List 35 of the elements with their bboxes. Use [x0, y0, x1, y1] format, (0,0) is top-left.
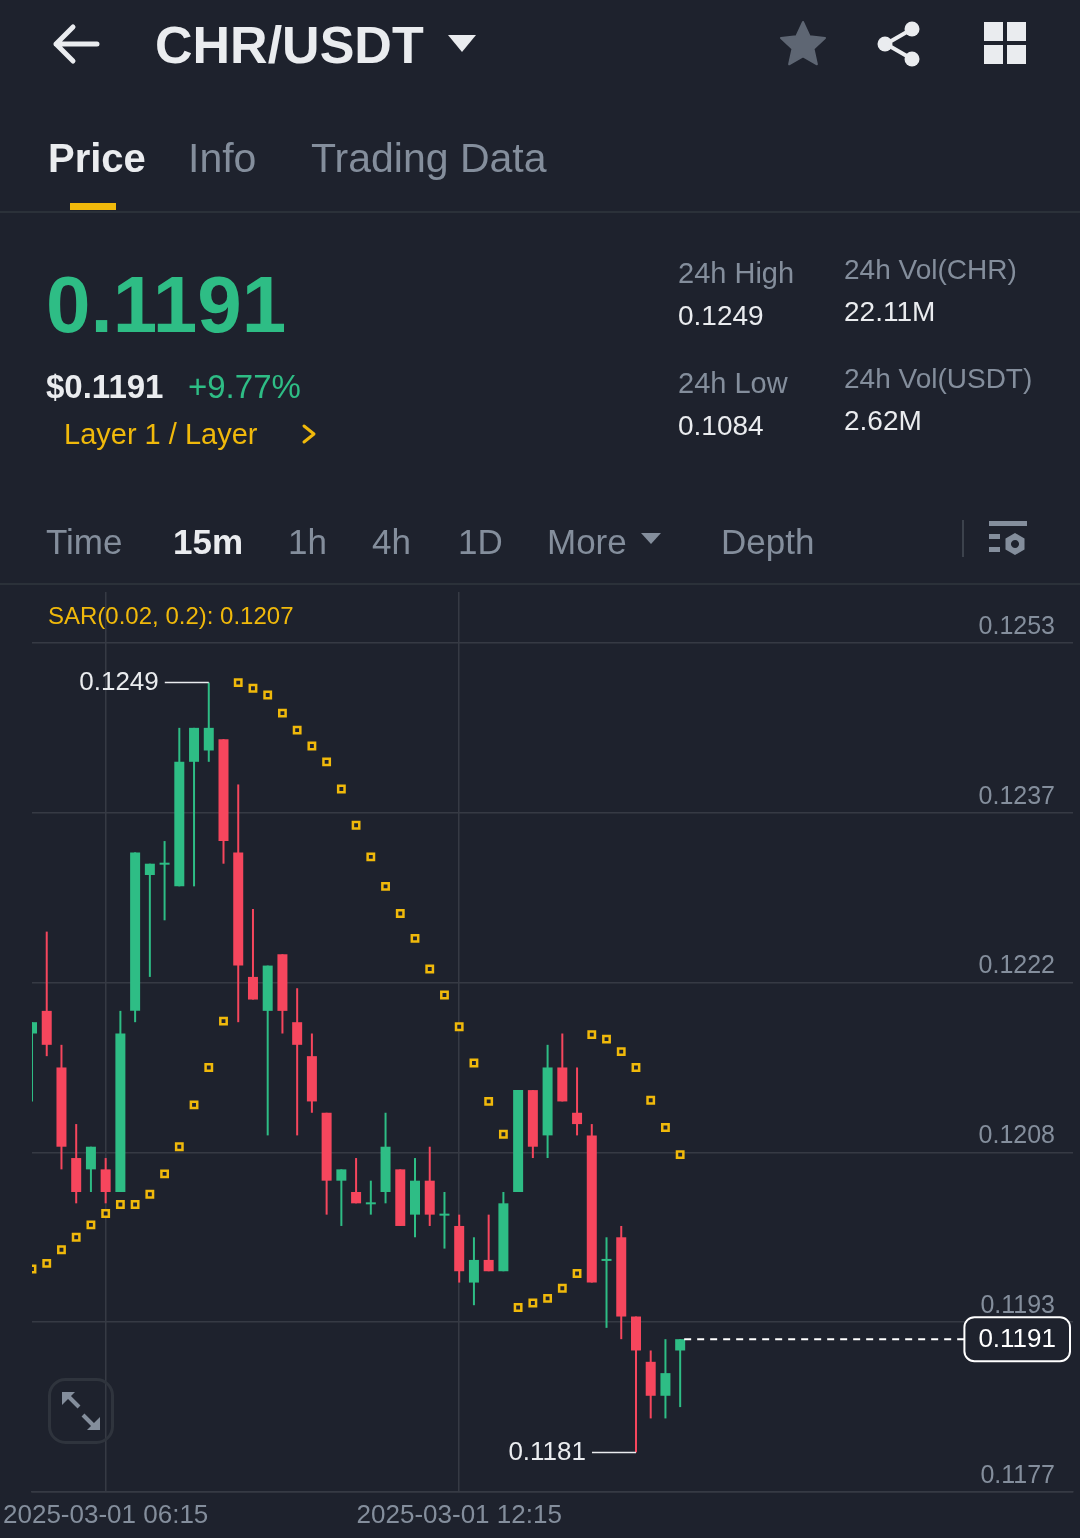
- text: 15m: [173, 521, 244, 561]
- x-tick-label: 2025-03-01 12:15: [356, 1498, 562, 1529]
- text: 24h Vol(USDT): [844, 363, 1033, 395]
- text: More: [547, 521, 627, 561]
- text: 1D: [458, 521, 503, 561]
- x-tick-label: 2025-03-01 06:15: [3, 1498, 209, 1529]
- text: 0.1191: [46, 259, 287, 349]
- text: 0.1249: [678, 300, 764, 332]
- text: SAR(0.02, 0.2): 0.1207: [48, 601, 294, 629]
- y-tick-label: 0.1177: [980, 1459, 1055, 1488]
- text: Time: [46, 521, 123, 561]
- y-tick-label: 0.1253: [978, 610, 1055, 639]
- text: 2.62M: [844, 405, 922, 437]
- text: Layer 1 / Layer: [64, 417, 258, 450]
- text: 24h High: [678, 256, 795, 289]
- text: Trading Data: [311, 134, 547, 181]
- text: 0.1084: [678, 410, 764, 442]
- text: Price: [48, 136, 146, 181]
- annotation: 0.1181: [508, 1435, 586, 1466]
- text: 24h Low: [678, 366, 788, 399]
- annotation: 0.1249: [79, 665, 159, 696]
- text: CHR/USDT: [155, 15, 424, 74]
- text: Info: [188, 134, 257, 181]
- y-tick-label: 0.1208: [978, 1120, 1055, 1149]
- text: 22.11M: [844, 296, 936, 328]
- y-tick-label: 0.1237: [978, 780, 1055, 809]
- text: 1h: [288, 521, 327, 561]
- text: $0.1191: [46, 367, 164, 405]
- y-tick-label: 0.1222: [978, 950, 1055, 979]
- text: Depth: [721, 521, 815, 561]
- ref-line-label: 0.1191: [978, 1323, 1056, 1354]
- y-tick-label: 0.1193: [980, 1290, 1055, 1319]
- text: 24h Vol(CHR): [844, 254, 1017, 286]
- text: +9.77%: [188, 367, 301, 405]
- text: 4h: [372, 521, 411, 561]
